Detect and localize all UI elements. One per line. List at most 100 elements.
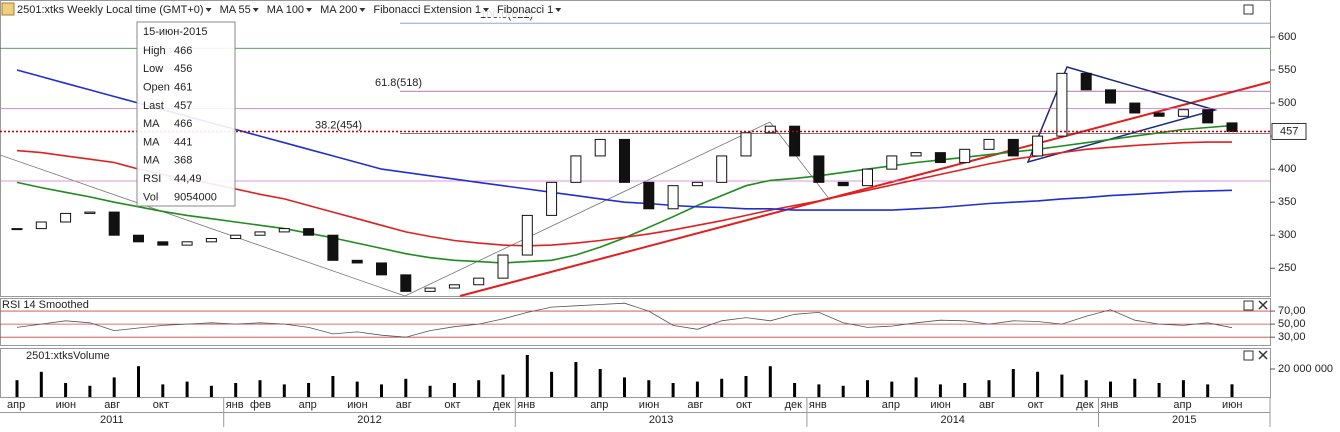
volume-bar — [477, 380, 481, 397]
candle — [1056, 72, 1068, 137]
volume-bar — [768, 366, 772, 397]
dropdown-arrow[interactable] — [205, 8, 212, 12]
x-tick-label: авг — [979, 399, 995, 411]
volume-bar — [963, 383, 967, 397]
fib-label: 38.2(454) — [315, 119, 362, 131]
candle — [959, 148, 971, 164]
y-tick-label: 500 — [1278, 97, 1296, 109]
volume-bar — [1109, 381, 1112, 397]
last-price-tag: 457 — [1280, 125, 1298, 137]
candle — [205, 238, 217, 243]
candle — [1007, 138, 1019, 157]
x-tick-label: апр — [1173, 399, 1191, 411]
x-tick-label: авг — [104, 399, 120, 411]
candle — [1080, 72, 1092, 91]
candle — [84, 211, 96, 214]
dropdown-arrow[interactable] — [483, 8, 489, 12]
x-tick-label: дек — [1076, 399, 1094, 411]
volume-bar — [112, 377, 116, 397]
candle — [1202, 109, 1214, 124]
dropdown-arrow[interactable] — [359, 8, 366, 12]
volume-bar — [209, 385, 213, 397]
candle — [254, 231, 266, 236]
dropdown-arrow[interactable] — [555, 8, 562, 12]
volume-bar — [1036, 371, 1040, 397]
candle — [983, 138, 995, 150]
fib-label: 61.8(518) — [375, 77, 422, 89]
volume-bar — [841, 385, 845, 397]
year-label: 2011 — [100, 414, 124, 426]
x-tick-label: окт — [444, 399, 460, 411]
candle — [497, 254, 509, 279]
tool-entry[interactable]: Fibonacci 1 — [497, 4, 553, 16]
x-tick-label: янв — [809, 399, 827, 411]
x-tick-label: янв — [517, 399, 535, 411]
triangle — [1026, 66, 1218, 164]
year-label: 2012 — [357, 414, 381, 426]
panel-title[interactable]: RSI 14 Smoothed — [2, 299, 89, 311]
panel-title: 2501:xtksVolume — [26, 350, 110, 362]
candle — [133, 234, 144, 243]
drawings — [0, 66, 1271, 297]
candle — [837, 181, 849, 187]
volume-bar — [938, 384, 942, 397]
close-icon[interactable] — [1258, 300, 1268, 310]
legend-entry[interactable]: MA 55 — [220, 4, 251, 16]
symbol-icon[interactable] — [1, 2, 15, 16]
volume-bar — [161, 384, 165, 397]
volume-bar — [695, 381, 699, 397]
x-tick-label: окт — [153, 399, 169, 411]
volume-bar — [137, 366, 140, 397]
tool-entry[interactable]: Fibonacci Extension 1 — [373, 4, 481, 16]
trend-line — [404, 121, 771, 297]
candle — [35, 221, 47, 230]
x-tick-label: дек — [785, 399, 803, 411]
dropdown-arrow[interactable] — [252, 8, 259, 12]
volume-bar — [987, 380, 991, 397]
volume-bar — [720, 378, 724, 397]
toolbar-bg — [16, 3, 606, 17]
volume-bar — [501, 374, 505, 397]
y-tick-label: 30,00 — [1278, 331, 1306, 343]
maximize-icon[interactable] — [1243, 4, 1254, 15]
volume-bar — [307, 383, 311, 397]
x-tick-label: авг — [396, 399, 412, 411]
info-label: MA — [143, 155, 160, 167]
year-label: 2013 — [649, 414, 673, 426]
candle — [691, 181, 703, 187]
candle — [789, 125, 801, 157]
info-label: High — [143, 45, 166, 57]
candle — [813, 155, 825, 183]
candle — [667, 185, 679, 210]
volume-bar — [744, 376, 748, 397]
y-tick-label: 550 — [1278, 64, 1296, 76]
volume-bar — [623, 377, 626, 397]
candle — [376, 262, 387, 276]
info-label: RSI — [143, 173, 161, 185]
candle — [181, 241, 193, 246]
info-value: 368 — [174, 155, 192, 167]
maximize-icon[interactable] — [1243, 300, 1254, 311]
x-tick-label: июн — [56, 399, 76, 411]
trend-line — [769, 121, 831, 201]
y-tick-label: 250 — [1278, 262, 1296, 274]
info-date: 15-июн-2015 — [143, 26, 208, 38]
volume-bar — [1011, 369, 1015, 397]
candle — [546, 181, 558, 216]
legend-entry[interactable]: MA 200 — [320, 4, 357, 16]
candle — [60, 212, 72, 223]
dropdown-arrow[interactable] — [306, 8, 313, 12]
symbol-title[interactable]: 2501:xtks Weekly Local time (GMT+0) — [17, 4, 204, 16]
volume-bar — [331, 376, 335, 397]
close-icon[interactable] — [1258, 350, 1268, 360]
volume-bar — [88, 385, 92, 397]
volume-bar — [185, 381, 189, 397]
volume-bar — [817, 384, 821, 397]
candle — [230, 234, 242, 240]
maximize-icon[interactable] — [1243, 350, 1254, 361]
legend-entry[interactable]: MA 100 — [267, 4, 304, 16]
info-value: 457 — [174, 100, 192, 112]
y-tick-label: 50,00 — [1278, 318, 1306, 330]
x-tick-label: окт — [736, 399, 752, 411]
